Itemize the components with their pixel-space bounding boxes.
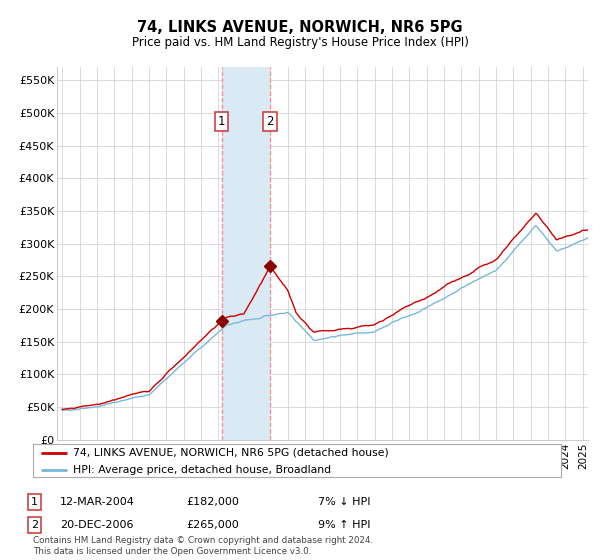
Text: 2: 2 bbox=[31, 520, 38, 530]
Text: HPI: Average price, detached house, Broadland: HPI: Average price, detached house, Broa… bbox=[73, 465, 331, 475]
Text: 2: 2 bbox=[266, 115, 274, 128]
Text: Price paid vs. HM Land Registry's House Price Index (HPI): Price paid vs. HM Land Registry's House … bbox=[131, 36, 469, 49]
Text: 9% ↑ HPI: 9% ↑ HPI bbox=[318, 520, 371, 530]
Text: 74, LINKS AVENUE, NORWICH, NR6 5PG (detached house): 74, LINKS AVENUE, NORWICH, NR6 5PG (deta… bbox=[73, 447, 388, 458]
Text: 12-MAR-2004: 12-MAR-2004 bbox=[60, 497, 135, 507]
Text: £265,000: £265,000 bbox=[186, 520, 239, 530]
Text: 20-DEC-2006: 20-DEC-2006 bbox=[60, 520, 133, 530]
Text: 1: 1 bbox=[31, 497, 38, 507]
Text: 7% ↓ HPI: 7% ↓ HPI bbox=[318, 497, 371, 507]
Bar bbox=[221, 67, 270, 440]
Text: 1: 1 bbox=[218, 115, 226, 128]
Text: Contains HM Land Registry data © Crown copyright and database right 2024.
This d: Contains HM Land Registry data © Crown c… bbox=[33, 536, 373, 556]
Text: 74, LINKS AVENUE, NORWICH, NR6 5PG: 74, LINKS AVENUE, NORWICH, NR6 5PG bbox=[137, 20, 463, 35]
Text: £182,000: £182,000 bbox=[186, 497, 239, 507]
